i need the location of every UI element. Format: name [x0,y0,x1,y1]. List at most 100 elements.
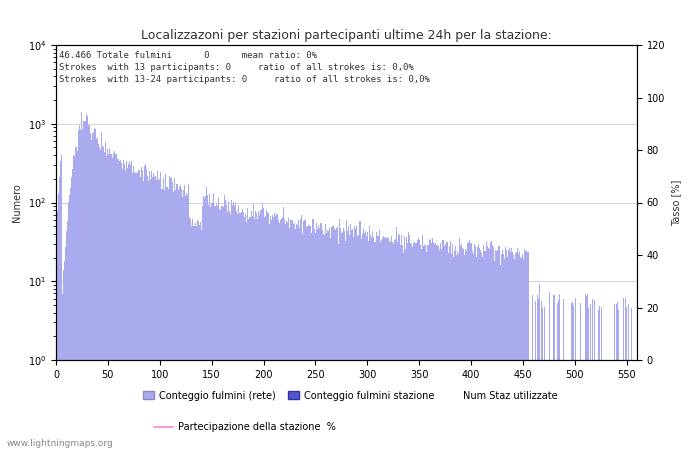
Bar [487,246,488,450]
Bar [165,174,167,450]
Bar [566,360,567,450]
Bar [532,295,533,450]
Bar [241,212,242,450]
Bar [503,254,504,450]
Bar [154,177,155,450]
Bar [237,214,238,450]
Bar [91,140,92,450]
Bar [490,242,491,450]
Bar [286,221,287,450]
Bar [488,248,489,450]
Bar [151,171,152,450]
Bar [492,246,493,450]
Bar [430,239,431,450]
Bar [98,144,99,450]
Bar [615,360,616,450]
Bar [333,228,335,450]
Bar [571,303,572,450]
Bar [524,249,526,450]
Bar [258,211,259,450]
Bar [596,360,597,450]
Title: Localizzazoni per stazioni partecipanti ultime 24h per la stazione:: Localizzazoni per stazioni partecipanti … [141,29,552,42]
Bar [85,114,87,450]
Bar [349,235,350,450]
Bar [95,129,96,450]
Bar [474,244,475,450]
Bar [127,168,128,450]
Bar [94,127,95,450]
Bar [462,248,463,450]
Bar [476,257,477,450]
Bar [510,252,511,450]
Bar [304,220,305,450]
Bar [65,247,66,450]
Bar [186,193,187,450]
Bar [74,157,75,450]
Bar [265,216,266,450]
Bar [152,177,153,450]
Bar [595,360,596,450]
Bar [275,216,276,450]
Bar [629,360,630,450]
Bar [568,360,569,450]
Bar [134,172,135,450]
Bar [341,233,342,450]
Bar [180,185,181,450]
Bar [582,360,584,450]
Bar [68,202,69,450]
Bar [284,220,285,450]
Bar [398,234,399,450]
Bar [361,234,363,450]
Bar [206,187,207,450]
Bar [345,241,346,450]
Bar [158,180,159,450]
Bar [292,220,293,450]
Bar [440,243,442,450]
Bar [57,194,59,450]
Bar [477,244,479,450]
Bar [502,250,503,450]
Bar [209,194,210,450]
Bar [569,360,570,450]
Bar [131,161,132,450]
Bar [374,242,375,450]
Bar [573,305,574,450]
Bar [376,232,377,450]
Bar [62,294,63,450]
Bar [365,236,367,450]
Bar [191,225,193,450]
Bar [344,231,345,450]
Bar [146,169,147,450]
Bar [508,250,509,450]
Bar [242,210,244,450]
Bar [145,165,146,450]
Bar [537,295,538,450]
Bar [249,217,251,450]
Bar [479,248,480,450]
Bar [78,130,79,450]
Bar [625,298,626,450]
Bar [262,203,263,450]
Bar [162,189,163,450]
Bar [386,237,388,450]
Bar [340,228,341,450]
Bar [245,214,246,450]
Bar [347,231,348,450]
Bar [303,221,304,450]
Bar [218,197,219,450]
Bar [496,252,498,450]
Bar [535,301,536,450]
Bar [296,224,297,450]
Bar [244,217,245,450]
Bar [618,310,619,450]
Bar [318,225,319,450]
Bar [71,177,72,450]
Bar [513,255,514,450]
Bar [150,179,151,450]
Bar [205,196,206,450]
Bar [545,360,546,450]
Bar [433,242,434,450]
Bar [247,208,248,450]
Bar [622,360,623,450]
Bar [631,308,632,450]
